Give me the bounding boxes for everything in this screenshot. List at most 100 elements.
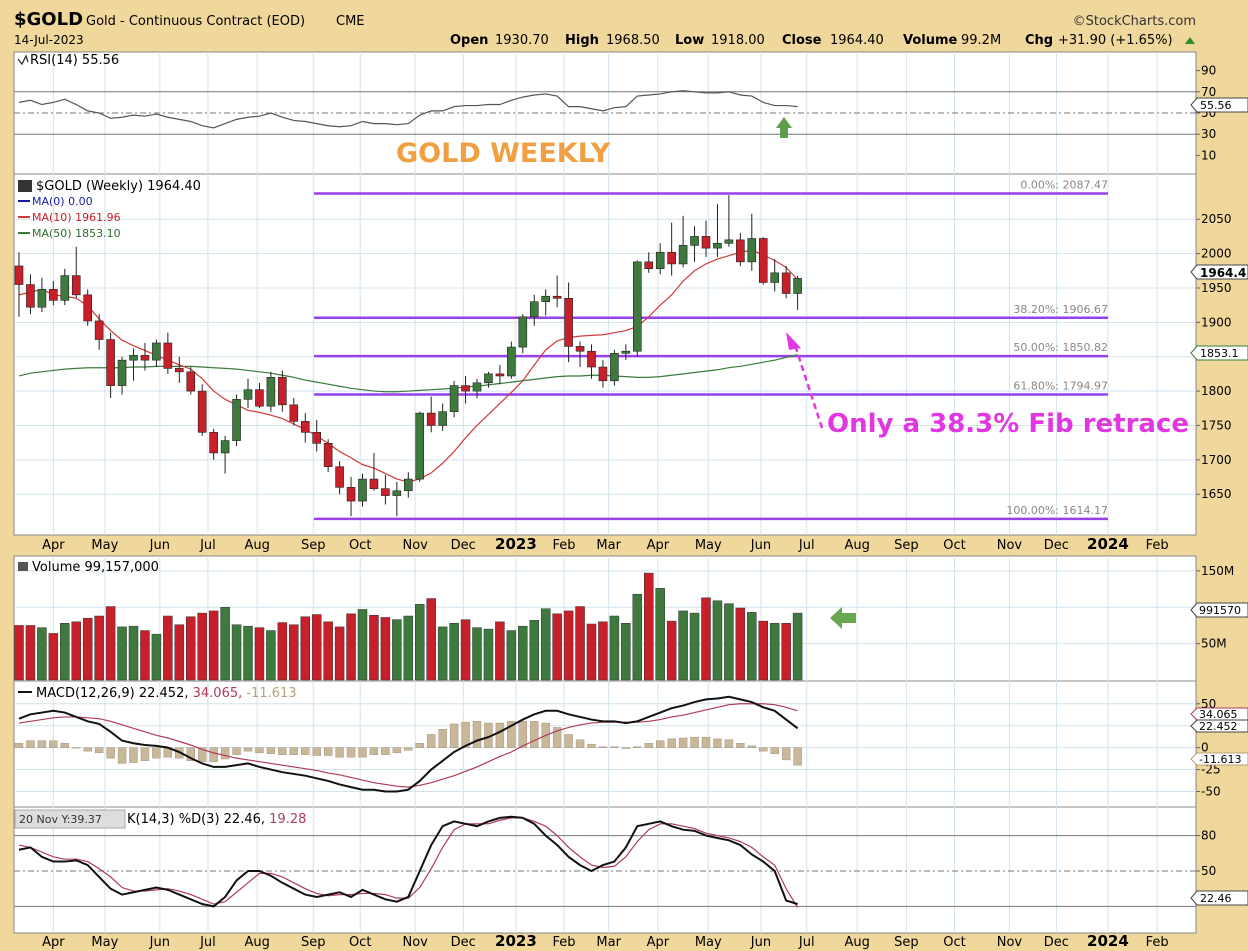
candle: [472, 378, 482, 398]
x-axis-label: Feb: [1146, 538, 1169, 553]
macd-hist-bar: [759, 747, 768, 752]
volume-bar: [25, 625, 36, 681]
volume-bar: [598, 621, 608, 681]
macd-hist-bar: [793, 747, 802, 766]
volume-bar: [277, 622, 288, 681]
candle-body: [358, 478, 367, 502]
candle-body: [655, 251, 665, 270]
rsi-axis-tick-label: 30: [1201, 127, 1216, 141]
candle-body: [701, 236, 711, 249]
volume-label: Volume: [903, 33, 958, 48]
macd-hist-bar: [369, 747, 379, 755]
macd-signal-line: [18, 703, 798, 788]
volume-bar: [174, 624, 185, 681]
macd-hist-bar: [289, 747, 298, 755]
macd-signal-text: 34.065: [1199, 708, 1238, 721]
candle: [358, 473, 367, 507]
high-label: High: [565, 33, 599, 48]
ma50-line: [18, 354, 798, 393]
candle: [381, 474, 390, 505]
volume-axis-tick-label: 50M: [1201, 637, 1227, 651]
candle-body: [415, 412, 425, 480]
candle-body: [83, 294, 92, 322]
ma50-value-text: 1853.1: [1200, 347, 1239, 360]
volume-bar: [197, 612, 207, 681]
stoch-value-text: 22.46: [1200, 892, 1232, 905]
candle: [552, 275, 562, 308]
price-axis-tick-label: 1750: [1201, 418, 1232, 432]
volume-bar: [689, 612, 700, 681]
volume-bar: [289, 624, 299, 681]
volume-bar: [151, 633, 162, 681]
macd-hist-bar: [255, 747, 264, 754]
x-axis-label: Mar: [596, 538, 621, 553]
candle: [266, 371, 276, 412]
tooltip-box: [14, 809, 126, 829]
candle: [529, 294, 539, 326]
volume-bar: [140, 630, 150, 681]
macd-axis-tick-label: -50: [1201, 784, 1221, 798]
macd-hist-bar: [644, 743, 653, 748]
macd-value-text: 22.452: [1199, 720, 1238, 733]
candle-body: [564, 297, 573, 347]
candle-body: [507, 346, 516, 377]
candle-body: [724, 239, 734, 244]
candle: [415, 411, 425, 482]
volume-bar: [769, 623, 780, 681]
rsi-label: RSI(14) 55.56: [30, 53, 119, 68]
price-axis-tick-label: 1650: [1201, 487, 1232, 501]
macd-hist-bar: [94, 747, 104, 754]
candle-body: [197, 390, 207, 433]
volume-bar: [506, 630, 517, 681]
macd-axis-tick-label: 0: [1201, 741, 1209, 755]
stoch-k-line: [18, 815, 798, 908]
fib-label: 100.00%: 1614.17: [1006, 504, 1108, 517]
candle: [438, 403, 447, 431]
macd-label-hist: -11.613: [246, 686, 296, 701]
fib-label: 0.00%: 2087.47: [1020, 178, 1108, 191]
macd-hist-bar: [106, 747, 115, 759]
volume-bar: [266, 630, 276, 681]
volume-bar: [380, 617, 391, 681]
candle: [507, 341, 516, 379]
candle: [484, 371, 493, 388]
candle: [197, 384, 207, 436]
candle: [346, 477, 356, 517]
x-axis-label: May: [695, 538, 722, 553]
rsi-value-text: 55.56: [1200, 99, 1232, 112]
fib-note-annotation: Only a 38.3% Fib retrace: [827, 409, 1189, 439]
volume-bar: [609, 615, 620, 681]
macd-hist-bar: [14, 743, 24, 748]
candle: [26, 274, 35, 315]
x-axis-label: Dec: [451, 935, 476, 950]
candle-body: [598, 366, 608, 382]
candle-body: [266, 377, 276, 407]
candle-body: [220, 440, 230, 454]
instrument-name: Gold - Continuous Contract (EOD): [86, 14, 305, 29]
stoch-panel: [13, 806, 1197, 934]
x-axis-label: Mar: [596, 935, 621, 950]
volume-bar: [82, 617, 93, 681]
volume-bar: [518, 625, 528, 681]
candle: [655, 243, 665, 275]
candle-body: [667, 251, 676, 265]
close-label: Close: [782, 33, 822, 48]
date-label: 14-Jul-2023: [14, 33, 84, 47]
candle-body: [117, 359, 127, 386]
candle: [335, 461, 344, 495]
volume-bar: [495, 621, 505, 681]
x-axis-label: Oct: [349, 538, 371, 553]
stoch-axis-tick-label: 80: [1201, 829, 1216, 843]
candle-body: [175, 368, 184, 373]
fib-label: 50.00%: 1850.82: [1013, 341, 1108, 354]
candle: [610, 349, 619, 386]
symbol: $GOLD: [14, 9, 83, 30]
x-axis-label: Jul: [199, 538, 216, 553]
candle-body: [610, 352, 619, 382]
candle-body: [49, 289, 58, 301]
candle: [781, 265, 791, 299]
macd-hist-bar: [621, 747, 631, 749]
macd-hist-bar: [312, 747, 321, 756]
macd-hist-bar: [656, 740, 665, 748]
x-axis-label: Nov: [402, 935, 428, 950]
